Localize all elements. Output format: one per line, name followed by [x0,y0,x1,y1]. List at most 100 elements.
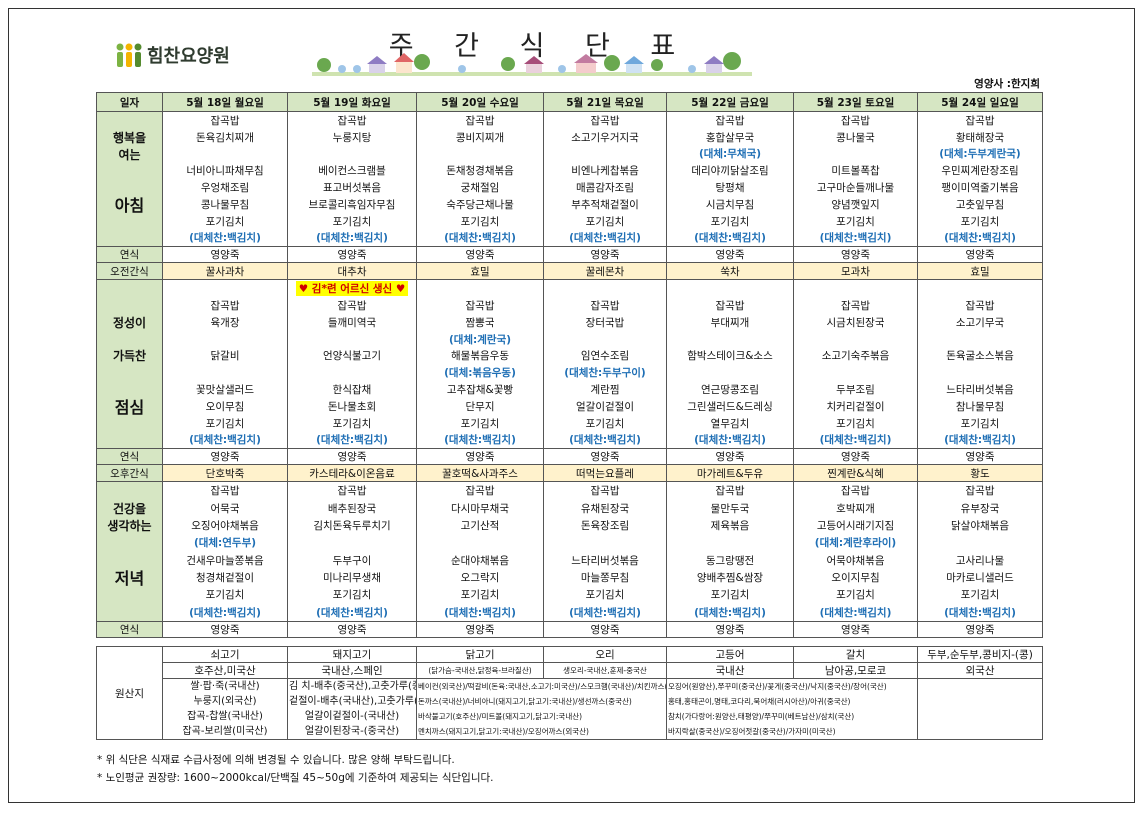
meal-label: 점심 [114,398,145,418]
slot: 미나리무생채 [289,569,416,586]
menu-item: (대체찬:백김치) [694,434,766,447]
menu-item: 콩나물무침 [200,198,250,211]
slot: 브로콜리흑임자무침 [289,196,416,213]
menu-item: 누룽지탕 [332,131,372,144]
slot: 잡곡밥 [919,297,1042,314]
slot [289,364,416,381]
snack-cell: 마가레트&두유 [666,464,794,483]
slot: 포기김치 [418,586,543,603]
slot: (대체찬:백김치) [795,230,917,246]
slot [795,146,917,163]
menu-item: 포기김치 [585,589,625,602]
slot: 베이컨스크램블 [289,162,416,179]
slot: (대체찬:백김치) [289,603,416,620]
slot: 잡곡밥 [795,113,917,129]
snack-row: 오전간식 꿀사과차 대추차 효밀 꿀레몬차 쑥차 모과차 효밀 [96,262,1043,281]
menu-item: 오이지무침 [831,571,880,584]
title: 주 간 식 단 표 [388,31,692,62]
menu-item: 홍합살무국 [705,131,755,144]
snack-cell: 카스테라&이온음료 [287,464,417,483]
origin-detail: 바지락살(중국산)/오징어젓갈(중국산)/가자미(미국산) [668,727,836,736]
menu-item: (대체찬:백김치) [189,232,261,245]
slot: (대체찬:백김치) [418,603,543,620]
origin-detail: 홍태,홍태곤이,명태,코다리,북어채(러시아산)/아귀(중국산) [668,697,851,706]
menu-item: 잡곡밥 [337,114,367,127]
slot: 잡곡밥 [164,113,287,129]
slot: 잡곡밥 [545,297,666,314]
slot: 유채된장국 [545,500,666,517]
menu-item: 포기김치 [332,215,372,228]
slot: 소고기무국 [919,314,1042,331]
row-label: 오전간식 [96,262,163,281]
slot [98,162,162,179]
slot: (대체찬:백김치) [545,603,666,620]
slot: (대체찬:백김치) [795,603,917,620]
meal-cell: 잡곡밥 배추된장국 김치돈육두루치기 두부구이 미나리무생채 포기김치 (대체찬:백김치) [287,481,417,622]
meal-cell: 잡곡밥 물만두국 제육볶음 동그랑땡전 양배추찜&쌈장 포기김치 (대체찬:백김치) [666,481,794,622]
slot: 잡곡밥 [545,483,666,500]
origin-detail-cell: 쌀·팝·죽(국내산) 누룽지(외국산) 잡곡-찹쌀(국내산) 잡곡-보리쌀(미국산) [162,678,288,740]
snack-cell: 쑥차 [666,262,794,281]
menu-item: 고춧잎무침 [955,198,1005,211]
menu-item: 꽃맛살샐러드 [196,384,254,397]
slot: 어묵야채볶음 [795,552,917,569]
menu-item: 유부장국 [960,502,1000,515]
slot: 오이지무침 [795,569,917,586]
menu-item: 잡곡밥 [841,485,870,498]
origin-item: 쇠고기 [162,646,288,663]
slot: 짬뽕국 [418,314,543,331]
slot: 잡곡밥 [919,113,1042,129]
menu-item: 잡곡밥 [210,300,240,313]
plain-cell: 영양죽 [793,620,918,638]
menu-item: 포기김치 [585,215,625,228]
meal-row: 정성이 가득찬 점심 잡곡밥 육개장 닭갈비 꽃맛살샐러드 오이무침 포기김치 (대체찬:백김치)… [96,279,1043,450]
menu-item: 들깨미역국 [327,316,377,329]
snack-cell: 대추차 [287,262,417,281]
dietitian: 영양사 :한지희 [974,78,1040,90]
slot: 포기김치 [289,415,416,432]
menu-item: 건새우마늘쫑볶음 [186,554,264,567]
meal-label-cell: 건강을 생각하는 저녁 [96,481,163,622]
slot: 포기김치 [795,586,917,603]
slot: (대체찬:백김치) [418,432,543,448]
slot: 미트볼폭찹 [795,162,917,179]
meal-cell: 잡곡밥 시금치된장국 소고기숙주볶음 두부조림 치커리겉절이 포기김치 (대체찬:백김치) [793,279,918,450]
menu-item: (대체:두부계란국) [939,148,1021,161]
row-label: 오후간식 [96,464,163,483]
snack-cell: 떠먹는요플레 [543,464,667,483]
slot [418,534,543,551]
menu-item: 부대찌개 [710,316,750,329]
origin-country: 남아공,모로코 [793,662,918,679]
slot: 얼갈이겉절이 [545,398,666,415]
slot: 어묵국 [164,500,287,517]
menu-item: 고추잡채&꽃빵 [446,384,514,397]
slot: (대체:계란후라이) [795,534,917,551]
slot [98,297,162,314]
menu-item: (대체찬:백김치) [569,434,641,447]
slot: 임연수조림 [545,348,666,365]
menu-item: 양배추찜&쌈장 [696,571,764,584]
slot [164,331,287,348]
menu-item: 포기김치 [710,215,750,228]
menu-item: 잡곡밥 [465,114,495,127]
slot: 황태해장국 [919,129,1042,146]
slot: 돈나물초회 [289,398,416,415]
slot: (대체찬:백김치) [919,230,1042,246]
menu-item: 고등어시래기지짐 [816,520,895,533]
slot [289,331,416,348]
slot: 포기김치 [164,415,287,432]
slot: 잡곡밥 [289,113,416,129]
plain-cell: 영양죽 [416,448,544,466]
menu-item: 돈육굴소스볶음 [946,350,1014,363]
slot: 건강을 [98,500,162,517]
slot: 포기김치 [795,213,917,230]
meal-cell: 잡곡밥 소고기우거지국 비엔나케찹볶음 매콤감자조림 부추적채겉절이 포기김치 (대체찬:백… [543,110,667,248]
meal-label: 저녁 [114,569,145,589]
menu-item: 시금치무침 [705,198,755,211]
menu-item: 시금치된장국 [826,316,885,329]
menu-item: 포기김치 [960,417,1000,430]
menu-item: 오이무침 [205,400,245,413]
menu-item: 연근땅콩조림 [701,384,759,397]
menu-item: 양념깻잎지 [831,198,880,211]
origin-country: (닭가슴-국내산,닭정육-브라질산) [416,662,544,679]
